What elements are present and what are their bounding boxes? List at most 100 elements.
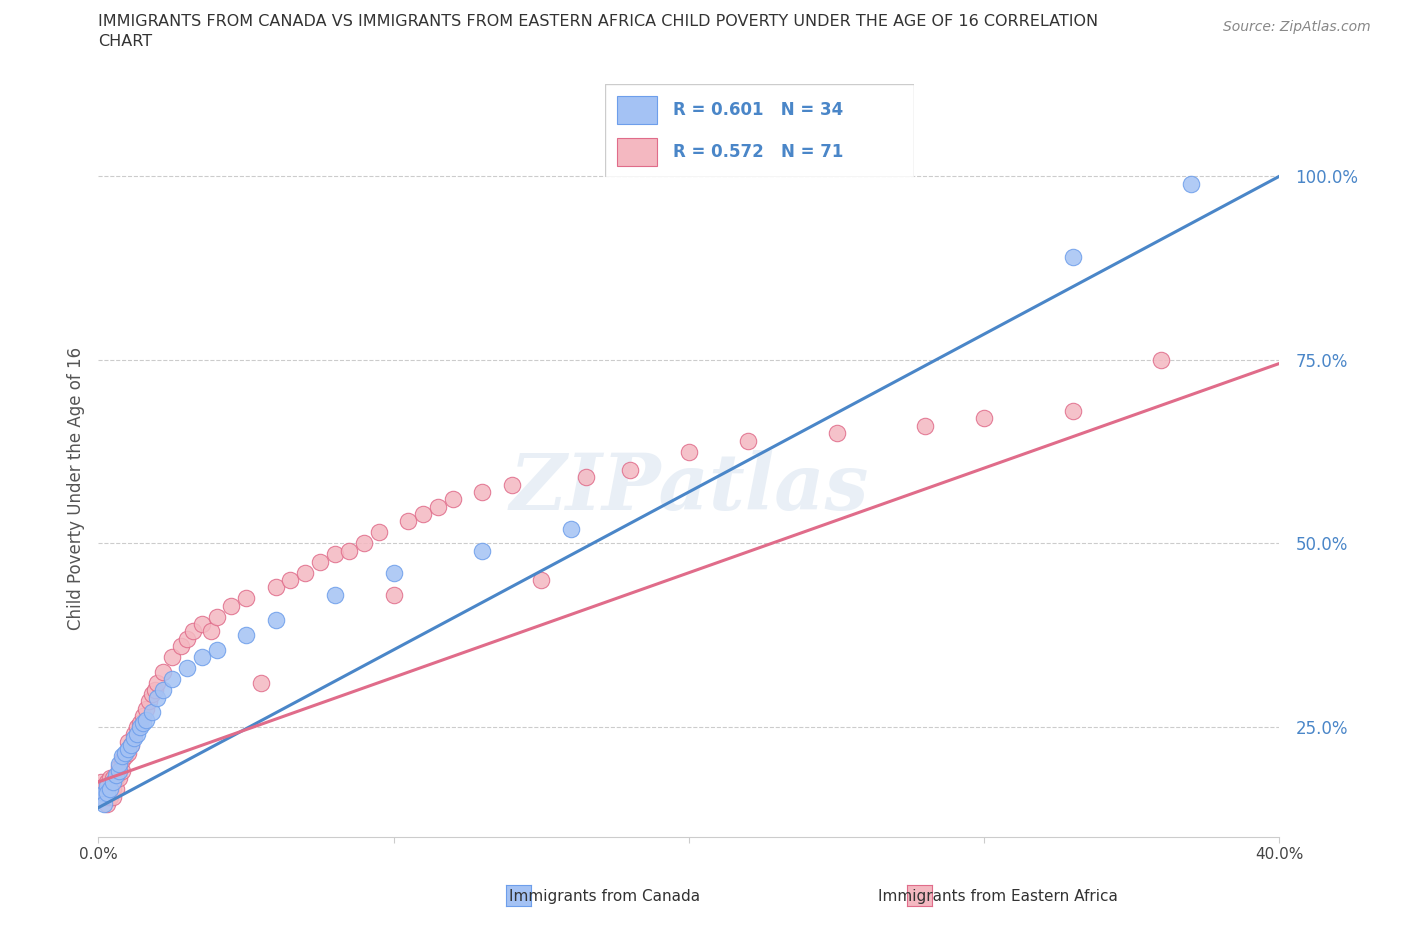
Point	[141, 705, 163, 720]
FancyBboxPatch shape	[605, 84, 914, 177]
Point	[152, 683, 174, 698]
Point	[914, 418, 936, 433]
Point	[120, 737, 142, 752]
Point	[135, 701, 157, 716]
Point	[396, 514, 419, 529]
Point	[93, 786, 115, 801]
Point	[1062, 404, 1084, 418]
Point	[427, 499, 450, 514]
Point	[93, 782, 115, 797]
Text: R = 0.572   N = 71: R = 0.572 N = 71	[672, 142, 844, 161]
Point	[205, 643, 228, 658]
Point	[1150, 352, 1173, 367]
Point	[122, 730, 145, 745]
Point	[619, 462, 641, 477]
Point	[128, 720, 150, 735]
Point	[93, 790, 115, 804]
Point	[323, 587, 346, 602]
Point	[90, 790, 112, 804]
Point	[108, 771, 131, 786]
Point	[560, 521, 582, 536]
Point	[132, 709, 155, 724]
Point	[114, 749, 136, 764]
Point	[219, 598, 242, 613]
Point	[176, 631, 198, 646]
Point	[1180, 176, 1202, 191]
Point	[96, 775, 118, 790]
Point	[471, 485, 494, 499]
FancyBboxPatch shape	[617, 96, 657, 124]
Point	[103, 782, 125, 797]
Point	[382, 565, 405, 580]
Point	[108, 756, 131, 771]
Point	[117, 745, 139, 760]
Point	[120, 737, 142, 752]
FancyBboxPatch shape	[617, 138, 657, 166]
Point	[353, 536, 375, 551]
Text: CHART: CHART	[98, 34, 152, 49]
Point	[200, 624, 222, 639]
Point	[103, 775, 125, 790]
Point	[250, 675, 273, 690]
Text: Immigrants from Canada: Immigrants from Canada	[509, 889, 700, 904]
Point	[90, 782, 112, 797]
Point	[96, 786, 118, 801]
Point	[125, 726, 148, 741]
Point	[678, 445, 700, 459]
Point	[574, 470, 596, 485]
Point	[105, 767, 128, 782]
Point	[117, 741, 139, 756]
Point	[96, 782, 118, 797]
Point	[103, 790, 125, 804]
Point	[103, 771, 125, 786]
Point	[96, 796, 118, 811]
Point	[181, 624, 204, 639]
Point	[412, 507, 434, 522]
Point	[235, 591, 257, 605]
Point	[105, 771, 128, 786]
Point	[114, 745, 136, 760]
Point	[170, 639, 193, 654]
Point	[98, 771, 121, 786]
Point	[111, 749, 134, 764]
Point	[176, 660, 198, 675]
Text: ZIPatlas: ZIPatlas	[509, 450, 869, 526]
Point	[105, 782, 128, 797]
Point	[135, 712, 157, 727]
Point	[93, 796, 115, 811]
Text: Source: ZipAtlas.com: Source: ZipAtlas.com	[1223, 20, 1371, 34]
Point	[146, 675, 169, 690]
Point	[235, 628, 257, 643]
Point	[205, 609, 228, 624]
Point	[98, 782, 121, 797]
Point	[108, 760, 131, 775]
Point	[152, 664, 174, 679]
Point	[122, 726, 145, 741]
Point	[96, 778, 118, 793]
Point	[98, 782, 121, 797]
Point	[973, 411, 995, 426]
Point	[162, 650, 183, 665]
Point	[93, 778, 115, 793]
Point	[530, 573, 553, 588]
Text: Immigrants from Eastern Africa: Immigrants from Eastern Africa	[879, 889, 1118, 904]
Point	[143, 683, 166, 698]
Point	[138, 694, 160, 709]
Point	[108, 764, 131, 778]
Point	[191, 650, 214, 665]
Point	[471, 543, 494, 558]
Y-axis label: Child Poverty Under the Age of 16: Child Poverty Under the Age of 16	[66, 347, 84, 630]
Point	[111, 764, 134, 778]
Point	[90, 790, 112, 804]
Text: IMMIGRANTS FROM CANADA VS IMMIGRANTS FROM EASTERN AFRICA CHILD POVERTY UNDER THE: IMMIGRANTS FROM CANADA VS IMMIGRANTS FRO…	[98, 14, 1098, 29]
Point	[98, 790, 121, 804]
Point	[1062, 249, 1084, 264]
Point	[191, 617, 214, 631]
Text: R = 0.601   N = 34: R = 0.601 N = 34	[672, 100, 842, 119]
Point	[125, 720, 148, 735]
Point	[382, 587, 405, 602]
Point	[96, 790, 118, 804]
Point	[337, 543, 360, 558]
Point	[501, 477, 523, 492]
Point	[294, 565, 316, 580]
